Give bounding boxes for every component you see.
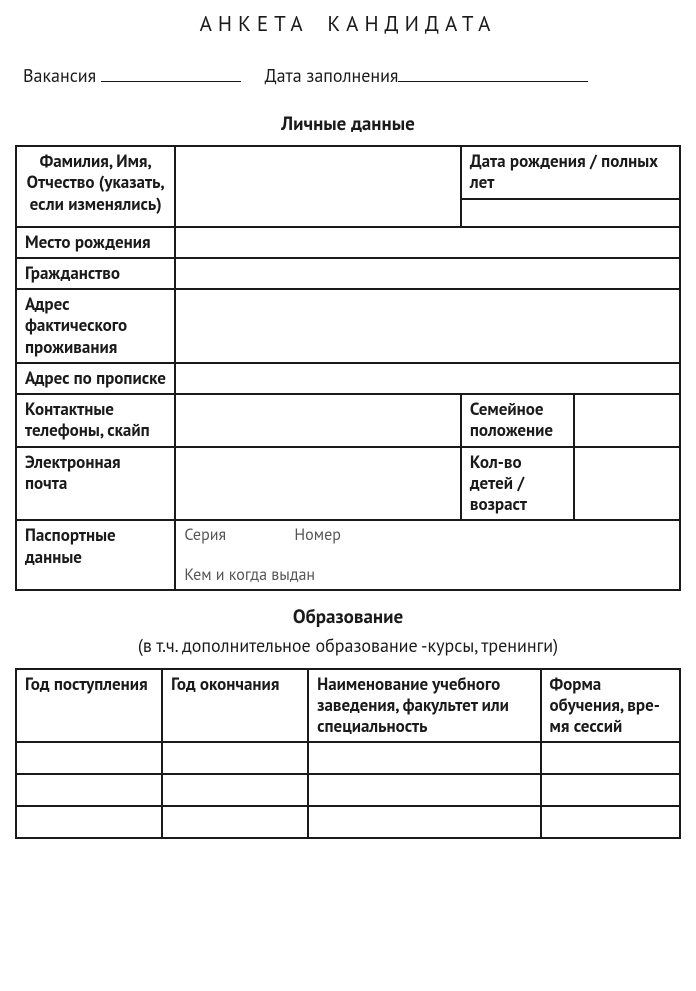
birthplace-label-cell: Место рождения [16, 227, 175, 258]
dob-label-cell: Дата рождения / полных лет [461, 146, 680, 199]
email-value-cell[interactable] [175, 447, 461, 521]
children-label-cell: Кол-во детей / возраст [461, 447, 574, 521]
edu-cell[interactable] [308, 806, 540, 838]
education-section-title: Образование [15, 605, 681, 630]
edu-cell[interactable] [541, 806, 680, 838]
children-value-cell[interactable] [574, 447, 680, 521]
passport-issued-label: Кем и когда выдан [184, 565, 315, 585]
table-row [16, 774, 680, 806]
reg-address-label-cell: Адрес по прописке [16, 363, 175, 394]
actual-address-value-cell[interactable] [175, 289, 680, 363]
passport-number-label: Номер [294, 525, 340, 545]
marital-value-cell[interactable] [574, 394, 680, 447]
actual-address-label-cell: Адрес фактического проживания [16, 289, 175, 363]
passport-label-cell: Паспортные данные [16, 520, 175, 590]
edu-cell[interactable] [162, 806, 308, 838]
passport-series-label: Серия [184, 525, 226, 545]
fio-value-cell[interactable] [175, 146, 461, 227]
edu-cell[interactable] [308, 742, 540, 774]
email-label-cell: Электронная почта [16, 447, 175, 521]
edu-cell[interactable] [16, 774, 162, 806]
table-row [16, 742, 680, 774]
education-table: Год поступле­ния Год оконча­ния Наименов… [15, 668, 681, 840]
citizenship-value-cell[interactable] [175, 258, 680, 289]
fio-label-cell: Фамилия, Имя, Отчество (указать, если из… [16, 146, 175, 227]
date-label: Дата заполнения [265, 64, 399, 87]
edu-col4-header: Форма обучения, вре­мя сессий [541, 669, 680, 743]
edu-col2-header: Год оконча­ния [162, 669, 308, 743]
edu-cell[interactable] [541, 774, 680, 806]
birthplace-value-cell[interactable] [175, 227, 680, 258]
vacancy-blank[interactable] [101, 62, 241, 82]
dob-value-cell[interactable] [461, 199, 680, 227]
form-title: АНКЕТА КАНДИДАТА [15, 10, 681, 37]
edu-cell[interactable] [162, 742, 308, 774]
phones-value-cell[interactable] [175, 394, 461, 447]
subhead-line: Вакансия Дата заполнения [23, 62, 681, 87]
vacancy-label: Вакансия [23, 64, 96, 87]
edu-cell[interactable] [308, 774, 540, 806]
edu-col3-header: Наименование учебного заведения, факульт… [308, 669, 540, 743]
passport-value-cell[interactable]: Серия Номер Кем и когда выдан [175, 520, 680, 590]
citizenship-label-cell: Гражданство [16, 258, 175, 289]
reg-address-value-cell[interactable] [175, 363, 680, 394]
edu-col1-header: Год поступле­ния [16, 669, 162, 743]
phones-label-cell: Контактные телефоны, скайп [16, 394, 175, 447]
edu-cell[interactable] [16, 806, 162, 838]
edu-cell[interactable] [162, 774, 308, 806]
personal-table: Фамилия, Имя, Отчество (указать, если из… [15, 145, 681, 591]
marital-label-cell: Семейное положение [461, 394, 574, 447]
personal-section-title: Личные данные [15, 112, 681, 137]
education-section-sub: (в т.ч. дополнительное образование -курс… [15, 634, 681, 657]
date-blank[interactable] [398, 62, 588, 82]
table-row [16, 806, 680, 838]
edu-cell[interactable] [541, 742, 680, 774]
edu-cell[interactable] [16, 742, 162, 774]
